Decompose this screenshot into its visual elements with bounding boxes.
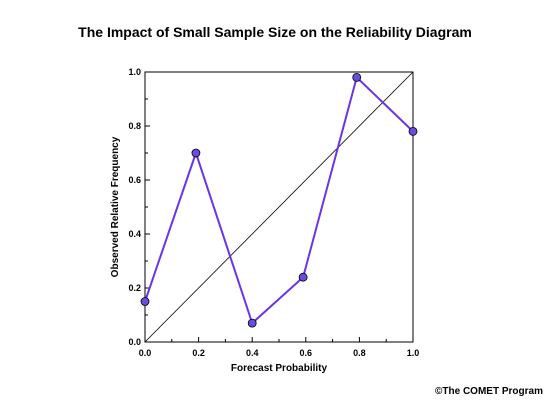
x-axis-label: Forecast Probability (231, 363, 328, 374)
plot-area: 0.0 0.2 0.4 0.6 0.8 1.0 0.0 0.2 0.4 0.6 0.8 1.0 (128, 67, 419, 358)
data-point (298, 272, 308, 282)
x-axis-ticks: 0.0 0.2 0.4 0.6 0.8 1.0 (139, 337, 420, 358)
y-axis-label: Observed Relative Frequency (110, 136, 121, 277)
chart-title: The Impact of Small Sample Size on the R… (78, 24, 472, 40)
y-tick-label: 0.8 (128, 121, 141, 131)
y-tick-label: 0.0 (128, 337, 141, 347)
x-tick-label: 0.8 (353, 348, 366, 358)
x-tick-label: 1.0 (407, 348, 420, 358)
copyright-credit: ©The COMET Program (435, 386, 543, 397)
data-point (140, 297, 150, 306)
x-tick-label: 0.4 (246, 348, 259, 358)
x-tick-label: 0.0 (139, 348, 152, 358)
y-tick-label: 1.0 (128, 67, 141, 77)
y-tick-label: 0.6 (128, 175, 141, 185)
series-layer (140, 73, 418, 328)
y-tick-label: 0.2 (128, 283, 141, 293)
x-tick-label: 0.6 (300, 348, 313, 358)
y-axis-ticks: 0.0 0.2 0.4 0.6 0.8 1.0 (128, 67, 150, 347)
series-line (144, 76, 414, 325)
y-tick-label: 0.4 (128, 229, 141, 239)
data-point (408, 126, 418, 136)
x-tick-label: 0.2 (192, 348, 205, 358)
data-point (352, 73, 362, 82)
data-point (191, 148, 201, 158)
data-point (247, 318, 257, 328)
perfect-reliability-line (144, 71, 414, 343)
